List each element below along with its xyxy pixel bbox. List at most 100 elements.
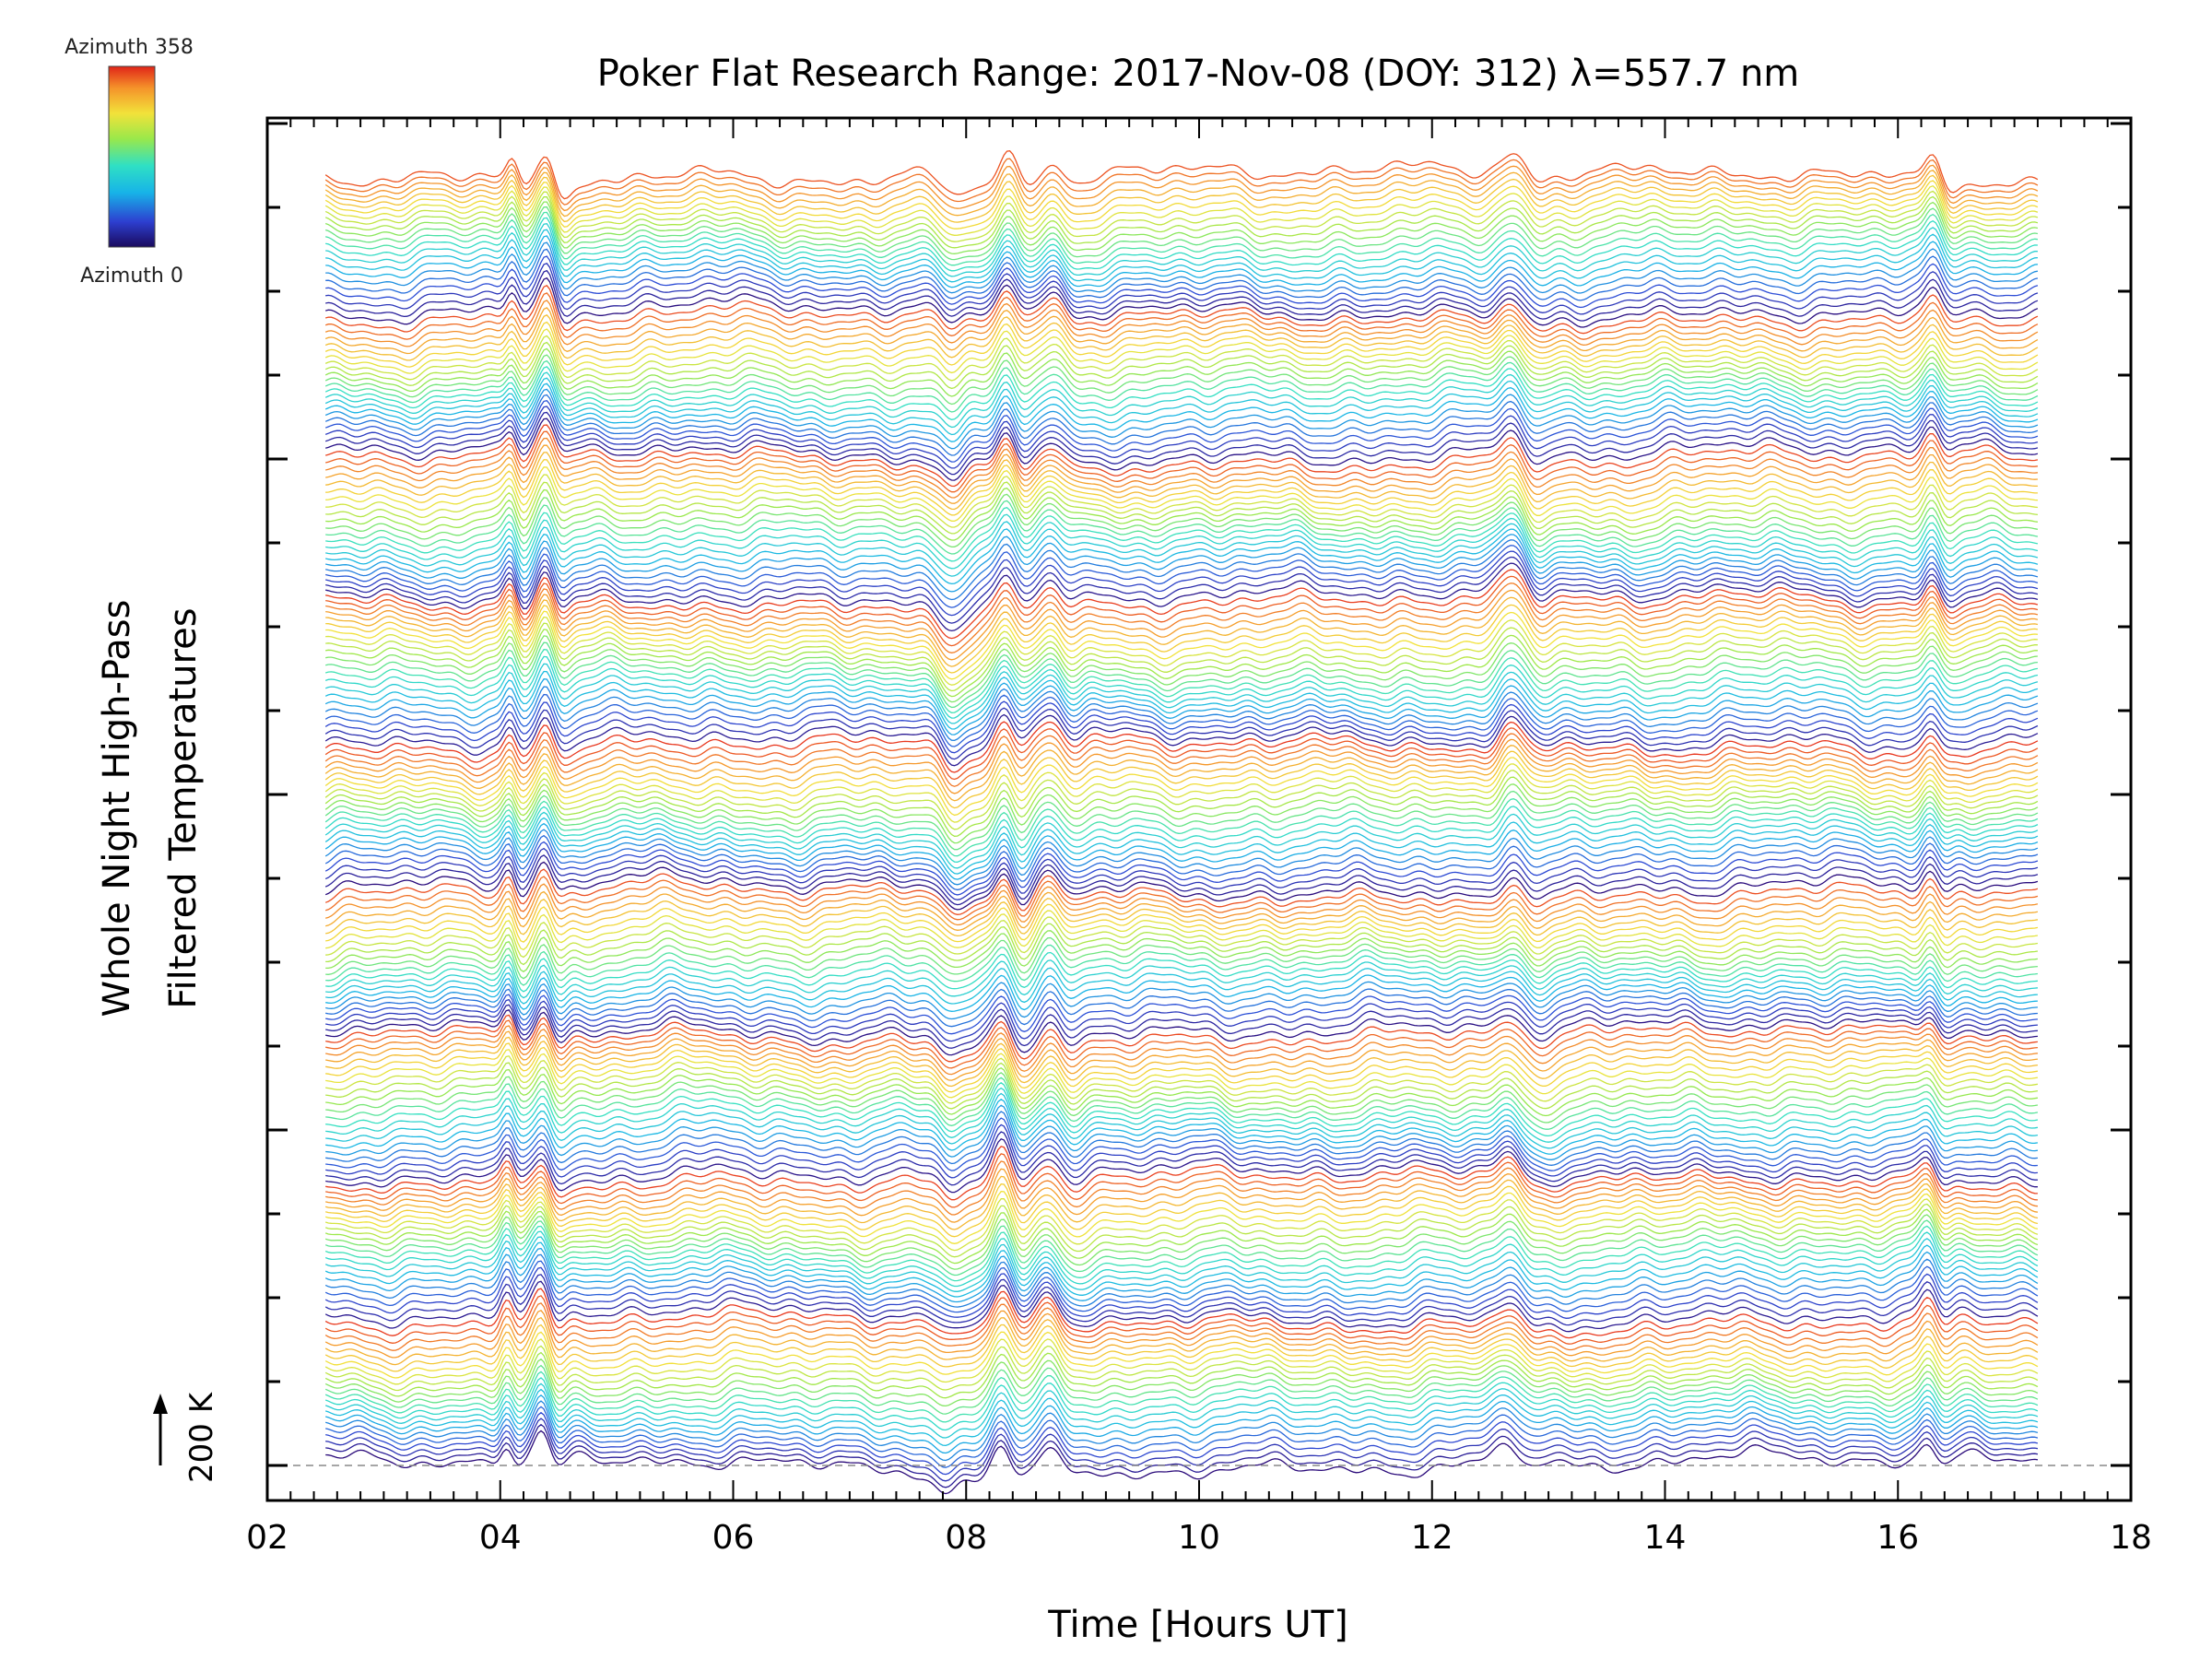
azimuth-trace xyxy=(325,959,2038,999)
azimuth-trace xyxy=(324,1324,2039,1372)
azimuth-trace xyxy=(324,366,2039,420)
azimuth-trace xyxy=(325,596,2039,667)
azimuth-trace xyxy=(325,550,2039,617)
azimuth-trace xyxy=(325,1004,2038,1049)
azimuth-trace xyxy=(325,493,2039,548)
azimuth-trace xyxy=(324,354,2039,406)
azimuth-trace xyxy=(324,798,2039,857)
azimuth-trace xyxy=(325,1146,2038,1201)
azimuth-trace xyxy=(325,521,2039,577)
azimuth-trace xyxy=(324,300,2039,347)
azimuth-trace xyxy=(325,562,2039,632)
azimuth-trace xyxy=(325,481,2038,535)
azimuth-trace xyxy=(324,1364,2039,1415)
azimuth-trace xyxy=(324,321,2039,368)
azimuth-trace xyxy=(325,1191,2039,1244)
azimuth-trace xyxy=(324,341,2039,390)
azimuth-trace xyxy=(325,890,2039,931)
colorbar-bottom-label: Azimuth 0 xyxy=(80,265,183,288)
azimuth-trace xyxy=(325,534,2039,593)
azimuth-trace xyxy=(324,1280,2039,1333)
azimuth-trace xyxy=(324,195,2039,249)
azimuth-trace xyxy=(324,382,2039,442)
azimuth-trace xyxy=(324,700,2039,754)
azimuth-trace xyxy=(325,1153,2038,1208)
azimuth-trace xyxy=(324,1377,2039,1431)
azimuth-trace xyxy=(325,981,2038,1020)
azimuth-trace xyxy=(324,829,2039,886)
azimuth-trace xyxy=(325,1160,2038,1216)
azimuth-trace xyxy=(324,727,2039,781)
azimuth-trace xyxy=(325,1203,2039,1258)
azimuth-trace xyxy=(324,307,2039,355)
azimuth-trace xyxy=(324,394,2039,456)
azimuth-trace xyxy=(325,1014,2038,1063)
azimuth-trace xyxy=(324,1358,2039,1407)
azimuth-trace xyxy=(325,241,2039,294)
azimuth-trace xyxy=(325,217,2038,272)
azimuth-trace xyxy=(324,841,2039,896)
azimuth-trace xyxy=(325,903,2039,943)
azimuth-trace xyxy=(325,545,2039,608)
azimuth-trace xyxy=(325,988,2038,1028)
azimuth-trace xyxy=(325,1104,2038,1160)
azimuth-trace xyxy=(325,910,2039,951)
azimuth-trace xyxy=(324,170,2039,218)
azimuth-trace xyxy=(325,622,2038,692)
azimuth-trace xyxy=(324,745,2039,802)
scale-bar-label: 200 K xyxy=(183,1391,220,1483)
azimuth-trace xyxy=(325,1198,2039,1252)
azimuth-trace xyxy=(324,763,2039,823)
azimuth-trace xyxy=(324,201,2039,254)
azimuth-trace xyxy=(325,582,2039,653)
azimuth-trace xyxy=(324,164,2039,212)
scale-bar: 200 K xyxy=(153,1391,220,1483)
azimuth-trace xyxy=(325,1077,2039,1130)
azimuth-trace xyxy=(324,1288,2039,1339)
azimuth-trace xyxy=(325,1168,2039,1223)
azimuth-trace xyxy=(325,528,2039,585)
azimuth-trace xyxy=(325,276,2039,328)
azimuth-trace xyxy=(325,635,2038,703)
azimuth-trace xyxy=(325,998,2038,1042)
azimuth-trace xyxy=(325,1042,2039,1093)
azimuth-trace xyxy=(324,822,2039,880)
azimuth-trace xyxy=(324,180,2039,229)
azimuth-trace xyxy=(325,1124,2038,1179)
azimuth-trace xyxy=(324,1219,2039,1277)
azimuth-trace xyxy=(324,686,2039,742)
azimuth-trace xyxy=(324,1351,2039,1399)
azimuth-trace xyxy=(325,641,2038,709)
azimuth-trace xyxy=(324,1331,2039,1379)
azimuth-trace xyxy=(325,513,2039,570)
azimuth-trace xyxy=(324,693,2039,747)
azimuth-trace xyxy=(324,1316,2039,1366)
azimuth-trace xyxy=(324,713,2039,767)
azimuth-trace xyxy=(324,663,2039,724)
azimuth-trace xyxy=(324,158,2039,206)
azimuth-trace xyxy=(324,707,2039,760)
azimuth-trace xyxy=(324,377,2039,436)
x-tick-label: 08 xyxy=(945,1519,987,1557)
azimuth-trace xyxy=(324,314,2039,361)
x-tick-label: 18 xyxy=(2110,1519,2152,1557)
azimuth-trace xyxy=(325,1388,2039,1447)
azimuth-trace xyxy=(325,292,2039,340)
azimuth-trace xyxy=(325,1183,2039,1238)
x-tick-label: 16 xyxy=(1877,1519,1919,1557)
azimuth-trace xyxy=(324,388,2039,450)
azimuth-trace xyxy=(325,222,2038,277)
colorbar-top-label: Azimuth 358 xyxy=(65,36,194,59)
azimuth-trace xyxy=(325,1009,2038,1056)
chart-title: Poker Flat Research Range: 2017-Nov-08 (… xyxy=(597,53,1800,95)
azimuth-traces xyxy=(324,150,2039,1495)
azimuth-trace xyxy=(325,506,2039,562)
azimuth-trace xyxy=(325,1175,2039,1230)
azimuth-trace xyxy=(325,1025,2038,1076)
azimuth-trace xyxy=(324,783,2039,844)
azimuth-trace xyxy=(325,269,2039,322)
azimuth-trace xyxy=(325,1072,2039,1124)
azimuth-trace xyxy=(324,750,2039,809)
y-axis-label-line1: Whole Night High-Pass xyxy=(96,600,138,1018)
azimuth-trace xyxy=(325,1423,2039,1488)
